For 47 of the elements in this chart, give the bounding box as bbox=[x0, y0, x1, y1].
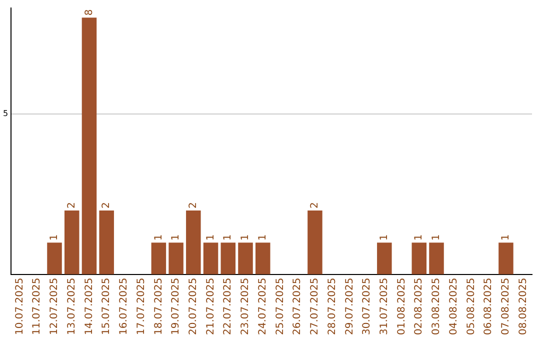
x-tick-label: 12.07.2025 bbox=[49, 278, 60, 336]
x-tick-label: 21.07.2025 bbox=[205, 278, 216, 336]
x-tick-label: 30.07.2025 bbox=[362, 278, 373, 336]
x-tick-label: 26.07.2025 bbox=[292, 278, 304, 336]
x-tick-label: 14.07.2025 bbox=[84, 278, 95, 336]
data-label: 8 bbox=[84, 9, 95, 16]
data-label: 1 bbox=[205, 234, 216, 241]
x-tick-label: 24.07.2025 bbox=[257, 278, 268, 336]
x-tick-label: 03.08.2025 bbox=[431, 278, 442, 336]
data-label: 1 bbox=[240, 234, 252, 241]
data-label: 1 bbox=[49, 234, 60, 241]
x-tick-label: 17.07.2025 bbox=[136, 278, 147, 336]
x-tick-label: 07.08.2025 bbox=[500, 278, 512, 336]
x-tick-label: 01.08.2025 bbox=[396, 278, 408, 336]
x-tick-label: 13.07.2025 bbox=[66, 278, 78, 336]
data-label: 1 bbox=[414, 234, 425, 241]
x-tick-label: 19.07.2025 bbox=[170, 278, 182, 336]
x-tick-label: 02.08.2025 bbox=[414, 278, 425, 336]
x-tick-label: 10.07.2025 bbox=[14, 278, 26, 336]
data-label: 1 bbox=[500, 234, 512, 241]
x-tick-label: 25.07.2025 bbox=[274, 278, 286, 336]
x-tick-label: 23.07.2025 bbox=[240, 278, 252, 336]
y-tick-label: 5 bbox=[2, 109, 8, 118]
data-label: 2 bbox=[66, 202, 78, 208]
x-tick-label: 15.07.2025 bbox=[101, 278, 112, 336]
x-tick-label: 22.07.2025 bbox=[222, 278, 234, 336]
x-tick-label: 28.07.2025 bbox=[326, 278, 338, 336]
data-label: 1 bbox=[170, 234, 182, 241]
data-label: 2 bbox=[101, 202, 112, 208]
data-label: 1 bbox=[379, 234, 390, 241]
x-tick-label: 04.08.2025 bbox=[448, 278, 460, 336]
x-tick-label: 16.07.2025 bbox=[118, 278, 130, 336]
data-label: 2 bbox=[188, 202, 199, 208]
x-tick-label: 18.07.2025 bbox=[153, 278, 164, 336]
x-tick-label: 06.08.2025 bbox=[483, 278, 494, 336]
data-label: 1 bbox=[222, 234, 234, 241]
x-tick-label: 31.07.2025 bbox=[379, 278, 390, 336]
x-tick-label: 29.07.2025 bbox=[344, 278, 356, 336]
x-tick-label: 05.08.2025 bbox=[466, 278, 477, 336]
data-label: 2 bbox=[310, 202, 321, 208]
data-label: 1 bbox=[431, 234, 442, 241]
data-label: 1 bbox=[153, 234, 164, 241]
data-label: 1 bbox=[257, 234, 268, 241]
x-tick-label: 20.07.2025 bbox=[188, 278, 199, 336]
x-tick-label: 27.07.2025 bbox=[310, 278, 321, 336]
x-tick-label: 08.08.2025 bbox=[518, 278, 529, 336]
x-tick-label: 11.07.2025 bbox=[32, 278, 43, 336]
